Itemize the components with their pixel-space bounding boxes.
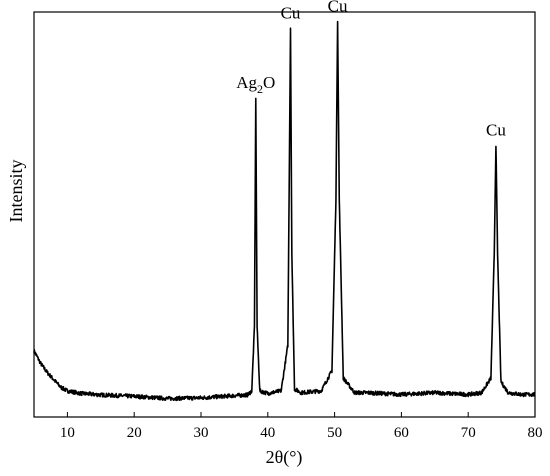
x-tick-label-60: 60: [394, 425, 409, 441]
x-tick-label-50: 50: [327, 425, 342, 441]
x-tick-label-40: 40: [260, 425, 275, 441]
x-tick-label-10: 10: [60, 425, 75, 441]
x-axis-tick-labels: 10 20 30 40 50 60 70 80: [60, 425, 543, 441]
peak-label-2: Cu: [281, 4, 301, 23]
plot-frame: [33, 11, 536, 418]
x-tick-label-30: 30: [194, 425, 209, 441]
y-axis-title: Intensity: [6, 160, 26, 223]
peak-label-3: Cu: [328, 0, 348, 15]
x-axis-ticks: [66, 412, 536, 417]
x-tick-label-80: 80: [528, 425, 543, 441]
x-axis-title: 2θ(°): [266, 447, 303, 468]
peak-label-4: Cu: [486, 121, 506, 140]
x-tick-label-20: 20: [127, 425, 142, 441]
xrd-pattern-line: [33, 20, 536, 402]
peak-labels: Ag2O Cu Cu Cu: [236, 0, 506, 140]
x-tick-label-70: 70: [461, 425, 476, 441]
peak-label-1: Ag2O: [236, 73, 275, 96]
